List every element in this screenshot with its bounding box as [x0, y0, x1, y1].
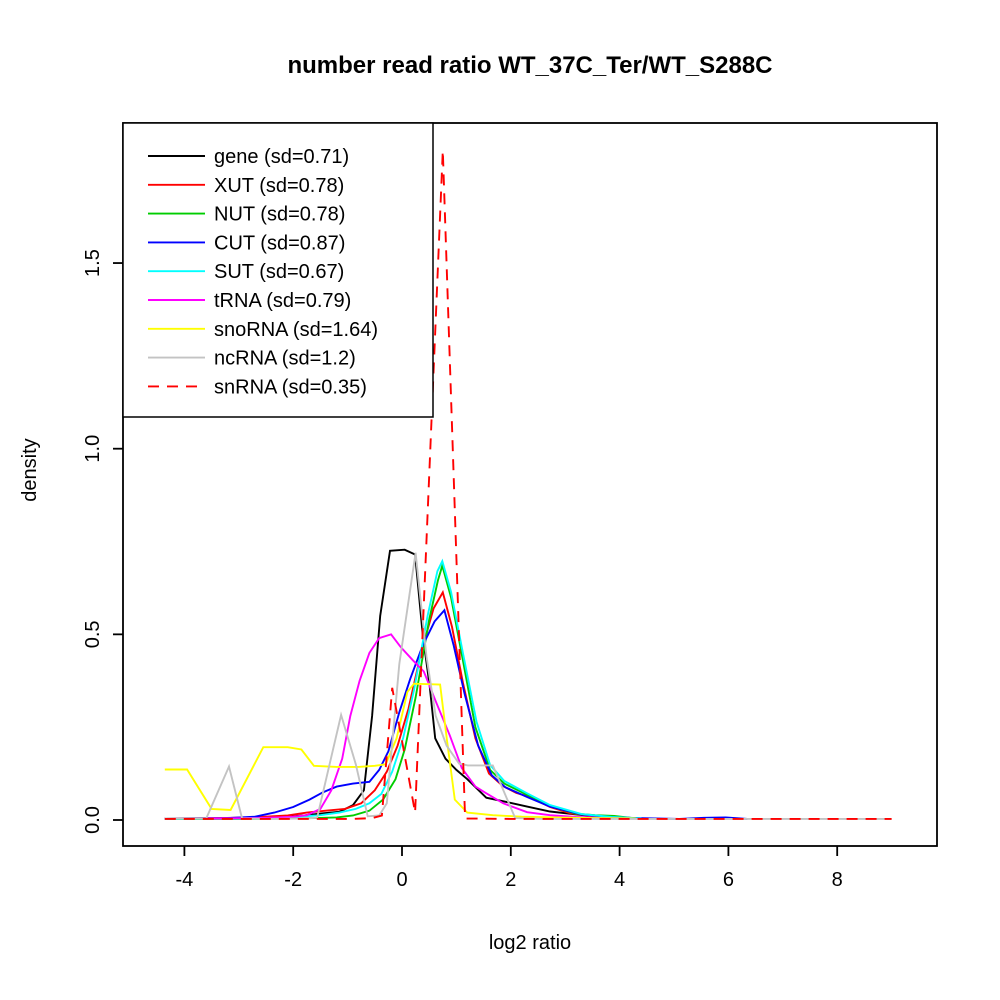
x-tick-label: 0: [396, 869, 407, 891]
y-tick-label: 1.5: [82, 249, 104, 277]
legend-label-gene: gene (sd=0.71): [214, 146, 349, 168]
curve-ncRNA: [164, 552, 892, 820]
legend-label-ncRNA: ncRNA (sd=1.2): [214, 348, 356, 370]
x-tick-label: 4: [614, 869, 625, 891]
x-tick-label: 6: [723, 869, 734, 891]
x-tick-label: 2: [505, 869, 516, 891]
curve-snoRNA: [164, 682, 636, 820]
y-tick-label: 0.0: [82, 806, 104, 834]
curves-group: [164, 150, 892, 820]
legend-label-XUT: XUT (sd=0.78): [214, 175, 344, 197]
legend-label-snoRNA: snoRNA (sd=1.64): [214, 319, 378, 341]
chart-title: number read ratio WT_37C_Ter/WT_S288C: [287, 52, 772, 79]
legend-label-snRNA: snRNA (sd=0.35): [214, 376, 367, 398]
x-tick-label: -2: [284, 869, 302, 891]
legend-label-tRNA: tRNA (sd=0.79): [214, 290, 351, 312]
x-axis-ticks: -4 -2 0 2 4 6 8: [176, 846, 843, 891]
curve-gene: [164, 548, 639, 820]
x-tick-label: -4: [176, 869, 194, 891]
legend-label-CUT: CUT (sd=0.87): [214, 232, 345, 254]
curve-CUT: [164, 608, 748, 820]
plot-border: [122, 122, 938, 847]
curve-snRNA: [164, 150, 892, 820]
y-axis-label: density: [19, 438, 41, 501]
curve-NUT: [164, 562, 642, 820]
curve-SUT: [164, 558, 642, 820]
curve-tRNA: [164, 633, 636, 820]
x-tick-label: 8: [832, 869, 843, 891]
legend-label-SUT: SUT (sd=0.67): [214, 261, 344, 283]
y-tick-label: 1.0: [82, 435, 104, 463]
legend-box: [122, 122, 434, 418]
y-axis-ticks: 0.0 0.5 1.0 1.5: [82, 249, 123, 834]
legend: gene (sd=0.71) XUT (sd=0.78) NUT (sd=0.78)…: [122, 122, 434, 418]
y-tick-label: 0.5: [82, 620, 104, 648]
legend-label-NUT: NUT (sd=0.78): [214, 204, 345, 226]
x-axis-label: log2 ratio: [489, 932, 571, 954]
